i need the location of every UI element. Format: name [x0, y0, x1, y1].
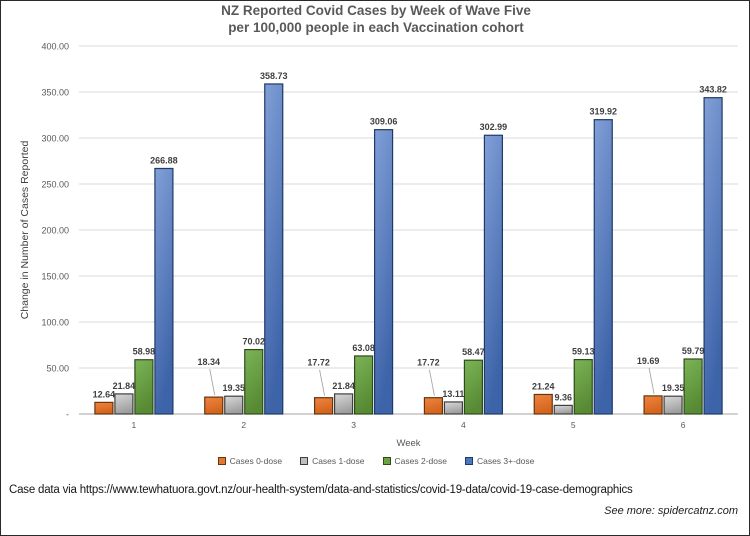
bar [423, 397, 444, 415]
x-tick-label: 3 [351, 420, 356, 430]
data-label: 343.82 [699, 85, 727, 95]
bar [643, 395, 663, 415]
bar [483, 134, 504, 415]
legend-swatch-0dose-icon [217, 457, 226, 465]
label-leader-line [209, 369, 216, 396]
bar [94, 401, 114, 415]
x-tick-label: 6 [681, 420, 686, 430]
legend-swatch-3plusdose-icon [464, 457, 473, 465]
label-leader-line [428, 369, 435, 396]
bar [154, 167, 174, 415]
legend-swatch-2dose-icon [382, 457, 391, 465]
bar [224, 395, 244, 415]
x-axis-title: Week [396, 438, 421, 449]
bar [204, 396, 224, 415]
y-tick-label: 50.00 [46, 364, 69, 374]
bar [114, 393, 134, 415]
data-label: 59.79 [682, 346, 705, 356]
y-tick-label: 150.00 [41, 272, 69, 282]
y-tick-label: - [66, 410, 69, 420]
data-label: 21.84 [113, 381, 136, 391]
data-label: 17.72 [307, 358, 330, 368]
y-tick-label: 100.00 [41, 318, 69, 328]
data-label: 21.84 [332, 381, 355, 391]
chart-legend: Cases 0-dose Cases 1-dose Cases 2-dose C… [1, 456, 749, 466]
bar [573, 359, 593, 415]
data-label: 19.35 [222, 383, 245, 393]
bar [663, 395, 683, 415]
data-label: 58.47 [462, 347, 485, 357]
label-leader-line [319, 369, 326, 396]
y-tick-label: 250.00 [41, 180, 69, 190]
chart-title-line1: NZ Reported Covid Cases by Week of Wave … [221, 3, 531, 18]
legend-label-1dose: Cases 1-dose [312, 456, 365, 466]
legend-item-3plusdose: Cases 3+-dose [464, 456, 535, 466]
x-tick-label: 4 [461, 420, 466, 430]
bar [463, 359, 484, 415]
data-label: 18.34 [197, 357, 220, 367]
data-label: 58.98 [133, 347, 156, 357]
bar [443, 401, 464, 415]
data-label: 358.73 [260, 71, 288, 81]
data-source-text: Case data via https://www.tewhatuora.gov… [9, 484, 633, 496]
bar [244, 348, 264, 415]
see-more-text: See more: spidercatnz.com [604, 505, 738, 517]
legend-item-2dose: Cases 2-dose [382, 456, 447, 466]
bar [264, 83, 284, 415]
bar [373, 129, 394, 415]
bar [553, 404, 573, 415]
data-label: 13.11 [442, 389, 464, 399]
bar [134, 359, 154, 415]
bar-chart: - 50.00 100.00 150.00 200.00 250.00 300.00 350.… [41, 42, 738, 430]
bar [703, 97, 723, 415]
x-tick-label: 1 [132, 420, 137, 430]
x-tick-label: 2 [241, 420, 246, 430]
data-label: 9.36 [554, 392, 572, 402]
data-label: 19.35 [662, 383, 685, 393]
legend-item-0dose: Cases 0-dose [217, 456, 283, 466]
bar [593, 119, 613, 415]
bar [333, 393, 354, 415]
data-label: 17.72 [417, 358, 440, 368]
x-tick-label: 5 [571, 420, 576, 430]
data-label: 21.24 [532, 381, 555, 391]
data-label: 309.06 [370, 117, 398, 127]
chart-title: NZ Reported Covid Cases by Week of Wave … [1, 2, 749, 36]
legend-item-1dose: Cases 1-dose [300, 456, 365, 466]
data-label: 302.99 [480, 122, 508, 132]
data-label: 63.08 [352, 343, 375, 353]
bar [683, 358, 703, 415]
y-tick-label: 400.00 [41, 42, 69, 52]
label-leader-line [648, 367, 655, 394]
data-label: 266.88 [150, 155, 178, 165]
y-axis-title: Change in Number of Cases Reported [19, 140, 31, 320]
legend-label-0dose: Cases 0-dose [229, 456, 283, 466]
data-label: 19.69 [637, 356, 660, 366]
bar [313, 397, 334, 415]
y-tick-label: 200.00 [41, 226, 69, 236]
data-label: 59.13 [572, 347, 595, 357]
legend-swatch-1dose-icon [300, 457, 309, 465]
y-tick-label: 300.00 [41, 134, 69, 144]
bar [353, 355, 374, 415]
legend-label-3plusdose: Cases 3+-dose [476, 456, 535, 466]
y-tick-label: 350.00 [41, 88, 69, 98]
bar [533, 393, 553, 415]
data-label: 70.02 [242, 337, 265, 347]
legend-label-2dose: Cases 2-dose [394, 456, 447, 466]
data-label: 12.64 [93, 389, 116, 399]
data-label: 319.92 [589, 107, 617, 117]
chart-title-line2: per 100,000 people in each Vaccination c… [228, 20, 524, 35]
